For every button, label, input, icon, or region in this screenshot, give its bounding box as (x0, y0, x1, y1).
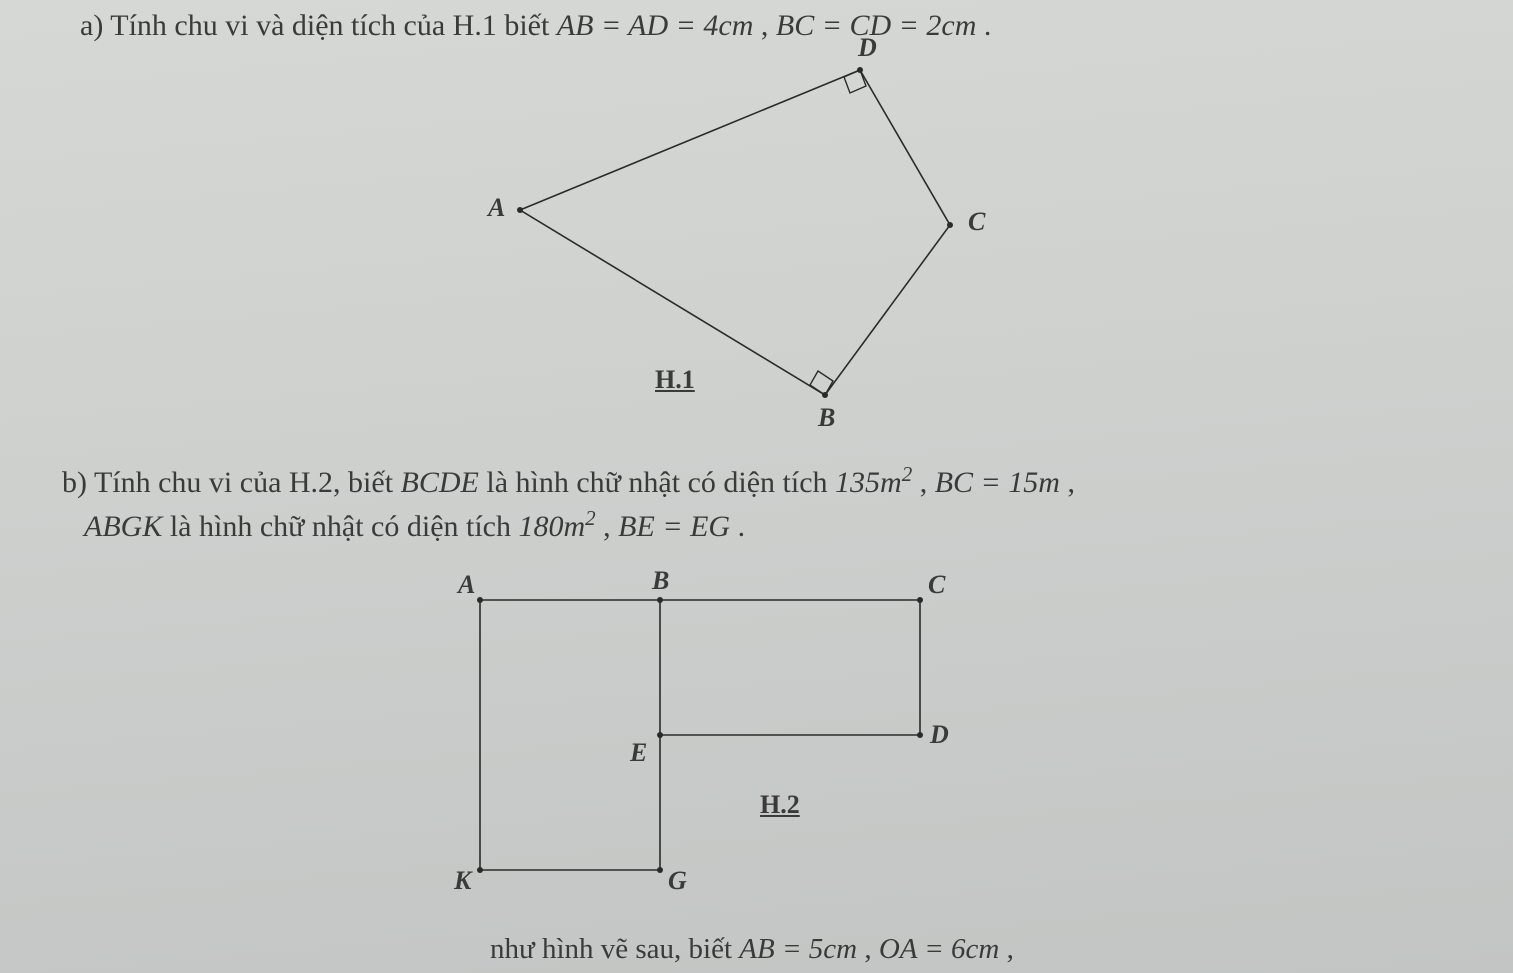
vertex-C-h2: C (928, 570, 945, 600)
vertex-B-h2: B (652, 566, 669, 596)
vertex-G-h2: G (668, 866, 687, 896)
figure-2: A B C D E G K H.2 (430, 580, 990, 910)
bf-left: như hình vẽ sau, biết (490, 933, 739, 965)
figure-2-svg (430, 580, 990, 910)
pb-l2-val1: 180m (519, 510, 586, 543)
figure-1: A D C B H.1 (430, 55, 1050, 435)
bf-val1: AB = 5cm (739, 933, 857, 965)
problem-a-prefix: a) Tính chu vi và diện tích của H.1 biết (80, 9, 557, 42)
pb-l1-end: , (1067, 466, 1075, 499)
page: a) Tính chu vi và diện tích của H.1 biết… (0, 0, 1513, 973)
vertex-D-h2: D (930, 720, 949, 750)
figure-1-svg (430, 55, 1050, 435)
pb-l1-mid2: là hình chữ nhật có diện tích (486, 466, 835, 499)
bf-sep: , (864, 933, 879, 965)
pb-l1-bcde: BCDE (401, 466, 479, 499)
pb-l2-val2: BE = EG (618, 510, 730, 543)
pb-l1-prefix: b) Tính chu vi của H.2, biết (62, 466, 401, 499)
bottom-fragment: như hình vẽ sau, biết AB = 5cm , OA = 6c… (490, 930, 1490, 969)
vertex-A-h1: A (488, 193, 505, 223)
problem-a-sep: , (761, 9, 776, 42)
vertex-E-h2: E (630, 738, 647, 768)
problem-a-eq1: AB = AD = 4cm (557, 9, 754, 42)
problem-a-end: . (984, 9, 992, 42)
pb-l2-mid: là hình chữ nhật có diện tích (170, 510, 519, 543)
pb-l2-sup: 2 (585, 506, 596, 530)
problem-b-line2: ABGK là hình chữ nhật có diện tích 180m2… (84, 504, 1482, 548)
pb-l1-sup: 2 (902, 462, 913, 486)
vertex-D-h1: D (858, 33, 877, 63)
vertex-C-h1: C (968, 207, 985, 237)
problem-b-line1: b) Tính chu vi của H.2, biết BCDE là hìn… (62, 460, 1482, 504)
pb-l1-val1: 135m (835, 466, 902, 499)
figure-2-label: H.2 (760, 790, 800, 820)
figure-1-label: H.1 (655, 365, 695, 395)
pb-l1-val2: BC = 15m (935, 466, 1060, 499)
problem-a-text: a) Tính chu vi và diện tích của H.1 biết… (80, 6, 1460, 47)
pb-l2-prefix: ABGK (84, 510, 162, 543)
bf-end: , (1007, 933, 1014, 965)
problem-b-text: b) Tính chu vi của H.2, biết BCDE là hìn… (62, 460, 1482, 547)
pb-l2-end: . (738, 510, 746, 543)
vertex-K-h2: K (454, 866, 471, 896)
vertex-B-h1: B (818, 403, 835, 433)
vertex-A-h2: A (458, 570, 475, 600)
pb-l1-sep1: , (920, 466, 935, 499)
bf-val2: OA = 6cm (879, 933, 1000, 965)
pb-l2-sep: , (603, 510, 618, 543)
